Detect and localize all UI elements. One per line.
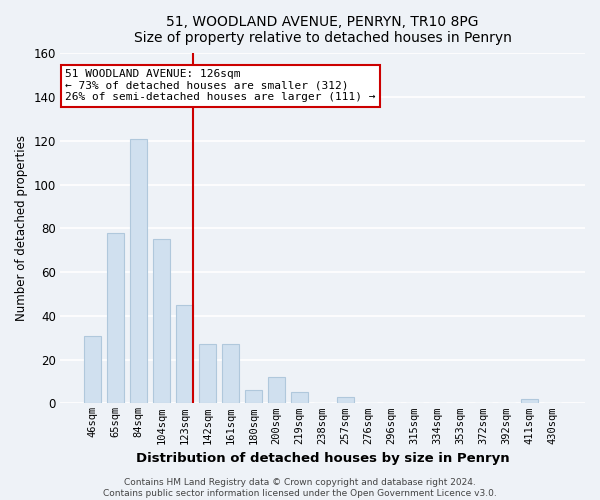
Bar bbox=[84, 336, 101, 404]
Bar bbox=[107, 232, 124, 404]
Bar bbox=[199, 344, 216, 404]
Bar bbox=[153, 240, 170, 404]
Text: Contains HM Land Registry data © Crown copyright and database right 2024.
Contai: Contains HM Land Registry data © Crown c… bbox=[103, 478, 497, 498]
Y-axis label: Number of detached properties: Number of detached properties bbox=[15, 136, 28, 322]
Bar bbox=[176, 305, 193, 404]
Title: 51, WOODLAND AVENUE, PENRYN, TR10 8PG
Size of property relative to detached hous: 51, WOODLAND AVENUE, PENRYN, TR10 8PG Si… bbox=[134, 15, 511, 45]
Bar bbox=[130, 138, 147, 404]
Bar bbox=[268, 377, 285, 404]
Bar bbox=[222, 344, 239, 404]
Bar bbox=[245, 390, 262, 404]
Bar bbox=[291, 392, 308, 404]
X-axis label: Distribution of detached houses by size in Penryn: Distribution of detached houses by size … bbox=[136, 452, 509, 465]
Bar bbox=[337, 397, 354, 404]
Bar bbox=[521, 399, 538, 404]
Text: 51 WOODLAND AVENUE: 126sqm
← 73% of detached houses are smaller (312)
26% of sem: 51 WOODLAND AVENUE: 126sqm ← 73% of deta… bbox=[65, 69, 376, 102]
